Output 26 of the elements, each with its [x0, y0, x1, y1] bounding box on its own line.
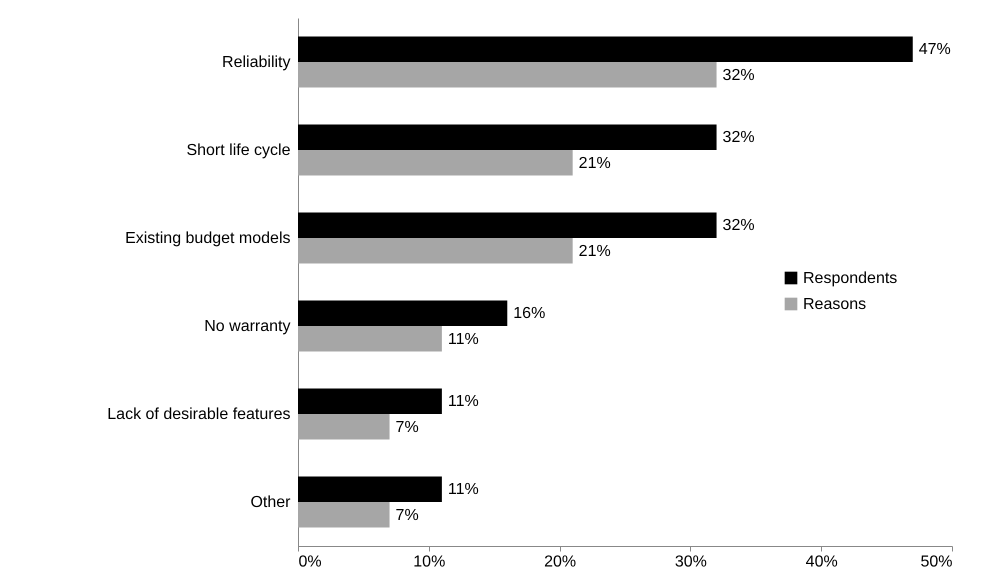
data-label: 16%	[513, 305, 546, 322]
data-label: 32%	[722, 129, 755, 146]
data-label: 32%	[722, 217, 755, 234]
legend-label: Reasons	[803, 296, 866, 313]
y-tick-label: Lack of desirable features	[107, 406, 290, 423]
data-label: 7%	[396, 506, 419, 524]
legend-label: Respondents	[803, 270, 898, 287]
x-tick-label: 40%	[806, 554, 838, 570]
data-label: 32%	[722, 66, 755, 84]
data-label: 21%	[578, 154, 611, 172]
data-label: 7%	[396, 418, 419, 436]
x-tick-label: 10%	[413, 554, 446, 570]
x-tick-label: 50%	[920, 554, 952, 570]
y-tick-label: Reliability	[222, 54, 290, 71]
x-tick-label: 0%	[298, 554, 322, 570]
x-tick-label: 20%	[544, 554, 576, 570]
x-tick-label: 30%	[674, 554, 707, 570]
y-tick-label: No warranty	[204, 318, 290, 335]
y-tick-label: Other	[250, 494, 292, 511]
data-label: 11%	[448, 330, 479, 348]
data-label: 11%	[448, 481, 479, 498]
y-tick-label: Existing budget models	[125, 230, 290, 247]
data-label: 21%	[578, 242, 611, 260]
data-label: 47%	[918, 41, 951, 58]
y-tick-label: Short life cycle	[186, 142, 291, 159]
data-label: 11%	[448, 393, 479, 410]
